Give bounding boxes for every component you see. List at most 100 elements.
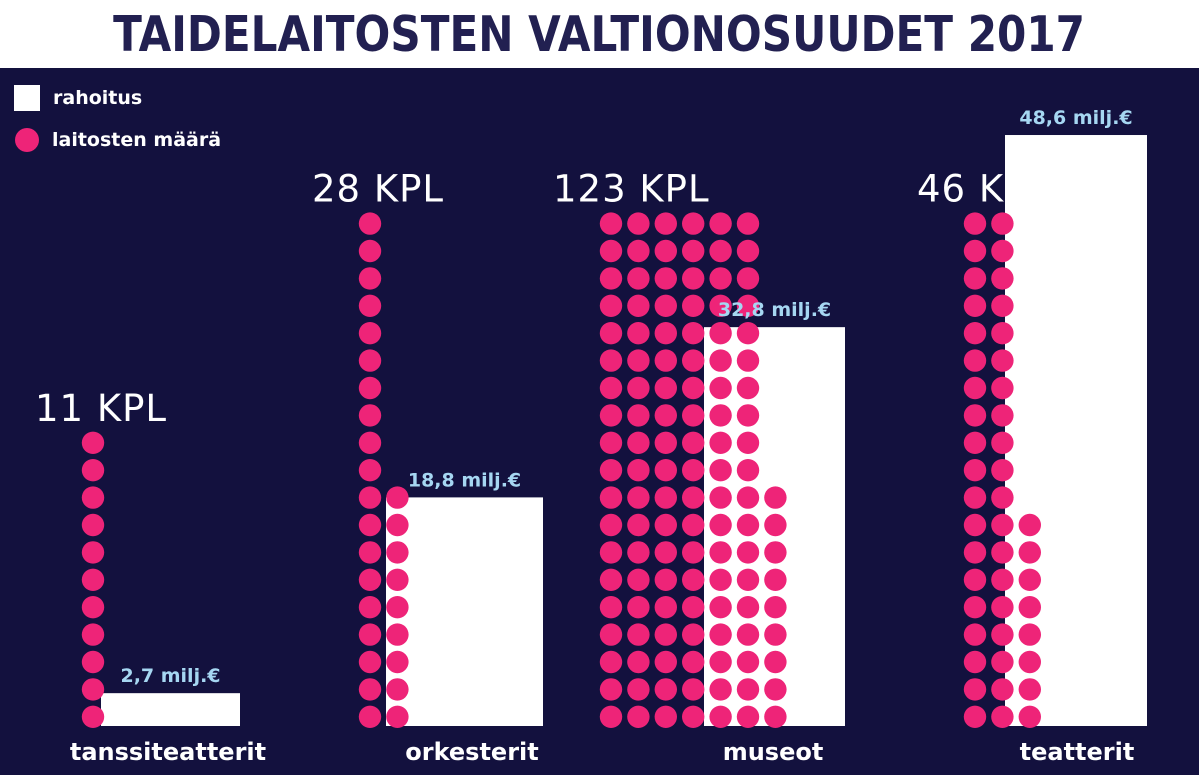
institution-dot (654, 294, 677, 317)
institution-dot (709, 486, 732, 509)
institution-dot (709, 322, 732, 345)
institution-dot (81, 486, 105, 509)
institution-dot (963, 294, 987, 317)
institution-dot (682, 541, 705, 564)
institution-dot (81, 678, 105, 701)
institution-dot (682, 267, 705, 290)
institution-dot (358, 322, 382, 345)
institution-dot (358, 623, 382, 646)
institution-dot (599, 431, 623, 454)
institution-dot (682, 705, 705, 728)
legend-item-funding: rahoitus (14, 85, 142, 111)
institution-dot (599, 541, 623, 564)
institution-dot (709, 404, 732, 427)
institution-dot (358, 568, 382, 591)
institution-dot (709, 294, 732, 317)
institution-dot (358, 596, 382, 619)
institution-dot (963, 513, 987, 537)
institution-dot (963, 349, 987, 372)
institution-dot (358, 294, 382, 317)
institution-dot (654, 239, 677, 263)
institution-dot (386, 486, 409, 509)
institution-dot (81, 623, 105, 646)
institution-dot (736, 705, 760, 728)
institution-dot (81, 513, 105, 537)
institution-dot (736, 568, 760, 591)
institution-dot (963, 705, 987, 728)
institution-dot (627, 376, 650, 400)
institution-dot (764, 541, 787, 564)
institution-dot (386, 650, 409, 674)
category-label-tanssiteatterit: tanssiteatterit (70, 738, 266, 766)
institution-dot (736, 650, 760, 674)
title-band: TAIDELAITOSTEN VALTIONOSUUDET 2017 (0, 0, 1199, 68)
institution-dot (358, 486, 382, 509)
category-label-museot: museot (723, 738, 824, 766)
institution-dot (682, 322, 705, 345)
institution-dot (991, 705, 1014, 728)
institution-dot (654, 376, 677, 400)
institution-dot (599, 705, 623, 728)
institution-dot (682, 623, 705, 646)
institution-dot (627, 705, 650, 728)
institution-dot (764, 486, 787, 509)
institution-dot (736, 431, 760, 454)
institution-dot (963, 212, 987, 235)
institution-dot (991, 404, 1014, 427)
institution-dot (991, 294, 1014, 317)
institution-dot (963, 568, 987, 591)
institution-dot (654, 267, 677, 290)
institution-dot (386, 568, 409, 591)
institution-dot (682, 349, 705, 372)
institution-dot (627, 459, 650, 482)
institution-dot (599, 623, 623, 646)
institution-dot (1018, 541, 1041, 564)
institution-dot (736, 322, 760, 345)
institution-dot (682, 376, 705, 400)
legend-label-count: laitosten määrä (52, 129, 222, 151)
institution-dot (599, 678, 623, 701)
institution-dot (991, 267, 1014, 290)
institution-dot (627, 239, 650, 263)
institution-dot (81, 596, 105, 619)
count-label-museot: 123 KPL (553, 168, 710, 211)
legend-swatch-bar (14, 85, 40, 111)
institution-dot (386, 513, 409, 537)
institution-dot (682, 596, 705, 619)
institution-dot (736, 678, 760, 701)
institution-dot (654, 212, 677, 235)
institution-dot (358, 239, 382, 263)
institution-dot (736, 239, 760, 263)
funding-bar-orkesterit (386, 497, 543, 726)
count-label-teatterit: 46 KPL (917, 168, 1049, 211)
institution-dot (682, 431, 705, 454)
count-label-orkesterit: 28 KPL (312, 168, 444, 211)
institution-dot (1018, 650, 1041, 674)
institution-dot (682, 212, 705, 235)
institution-dot (627, 294, 650, 317)
institution-dot (991, 596, 1014, 619)
institution-dot (654, 486, 677, 509)
institution-dot (736, 486, 760, 509)
institution-dot (599, 404, 623, 427)
institution-dot (991, 239, 1014, 263)
institution-dot (963, 541, 987, 564)
institution-dot (963, 623, 987, 646)
institution-dot (709, 459, 732, 482)
institution-dot (682, 294, 705, 317)
funding-label-teatterit: 48,6 milj.€ (1019, 107, 1132, 129)
institution-dot (1018, 568, 1041, 591)
institution-dot (599, 650, 623, 674)
institution-dot (81, 541, 105, 564)
institution-dot (654, 568, 677, 591)
institution-dot (654, 349, 677, 372)
institution-dot (709, 596, 732, 619)
institution-dot (627, 486, 650, 509)
institution-dot (386, 623, 409, 646)
institution-dot (627, 267, 650, 290)
legend-label-funding: rahoitus (53, 87, 143, 109)
institution-dot (1018, 678, 1041, 701)
institution-dot (386, 541, 409, 564)
institution-dot (709, 705, 732, 728)
institution-dot (963, 239, 987, 263)
